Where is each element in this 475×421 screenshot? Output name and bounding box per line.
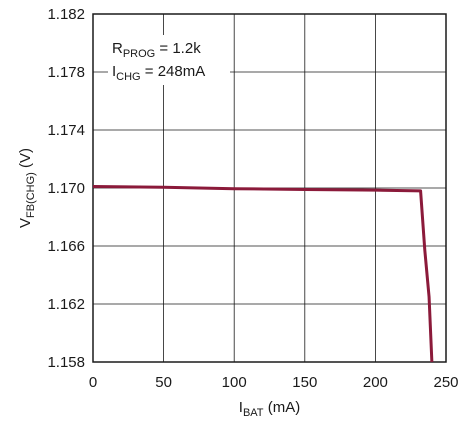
y-tick-labels: 1.158 1.162 1.166 1.170 1.174 1.178 1.182 bbox=[47, 6, 85, 371]
annotation-box: RPROG = 1.2k ICHG = 248mA bbox=[108, 35, 230, 85]
y-tick-label: 1.166 bbox=[47, 238, 85, 255]
y-tick-label: 1.158 bbox=[47, 354, 85, 371]
y-tick-label: 1.182 bbox=[47, 6, 85, 23]
annotation-ichg: ICHG = 248mA bbox=[112, 63, 205, 83]
x-tick-label: 250 bbox=[433, 374, 458, 391]
annotation-background bbox=[108, 35, 230, 85]
x-tick-label: 200 bbox=[363, 374, 388, 391]
x-tick-label: 0 bbox=[89, 374, 97, 391]
y-axis-label: VFB(CHG) (V) bbox=[17, 148, 37, 228]
x-tick-label: 100 bbox=[222, 374, 247, 391]
x-tick-label: 150 bbox=[292, 374, 317, 391]
series-line bbox=[92, 185, 434, 363]
y-tick-label: 1.170 bbox=[47, 180, 85, 197]
x-axis-label: IBAT (mA) bbox=[239, 399, 300, 419]
y-tick-label: 1.174 bbox=[47, 122, 85, 139]
y-tick-label: 1.162 bbox=[47, 296, 85, 313]
annotation-rprog: RPROG = 1.2k bbox=[112, 40, 201, 60]
series-group bbox=[92, 185, 434, 363]
x-tick-labels: 0 50 100 150 200 250 bbox=[89, 374, 459, 391]
y-tick-label: 1.178 bbox=[47, 64, 85, 81]
x-tick-label: 50 bbox=[155, 374, 172, 391]
